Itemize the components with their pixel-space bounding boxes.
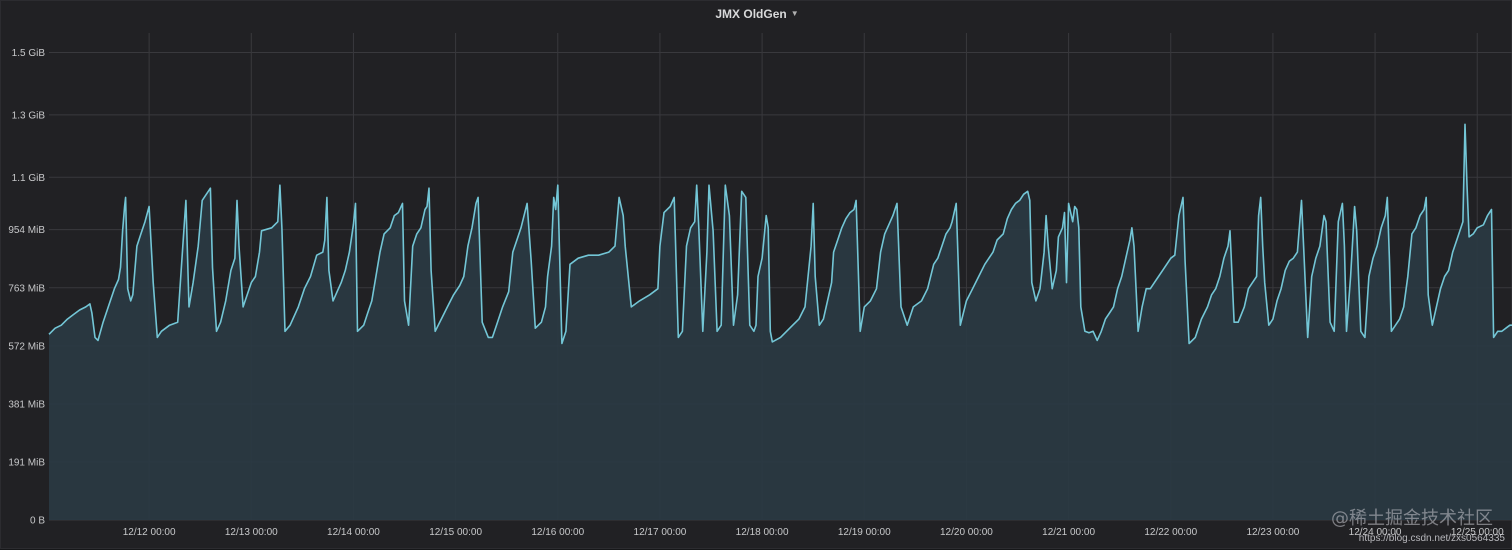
y-tick-label: 572 MiB <box>8 341 45 352</box>
series-line <box>48 123 1512 345</box>
x-tick-label: 12/18 00:00 <box>736 527 789 538</box>
y-tick-label: 191 MiB <box>8 457 45 468</box>
y-tick-label: 0 B <box>30 516 45 527</box>
caret-down-icon[interactable]: ▼ <box>790 9 799 18</box>
series-area-fill <box>49 124 1512 520</box>
x-tick-label: 12/17 00:00 <box>634 527 687 538</box>
y-tick-label: 1.1 GiB <box>12 173 46 184</box>
y-tick-label: 1.3 GiB <box>12 110 46 121</box>
y-axis-labels: 0 B 191 MiB 381 MiB 572 MiB 763 MiB 954 MiB 1.… <box>8 48 45 527</box>
x-tick-label: 12/25 00:00 <box>1451 527 1504 538</box>
x-tick-label: 12/21 00:00 <box>1042 527 1095 538</box>
x-tick-label: 12/14 00:00 <box>327 527 380 538</box>
x-tick-label: 12/24 00:00 <box>1349 527 1402 538</box>
x-tick-label: 12/22 00:00 <box>1144 527 1197 538</box>
panel-header[interactable]: JMX OldGen ▼ <box>1 5 1512 23</box>
x-tick-label: 12/20 00:00 <box>940 527 993 538</box>
y-tick-label: 381 MiB <box>8 400 45 411</box>
x-tick-label: 12/12 00:00 <box>123 527 176 538</box>
x-axis-labels: 12/12 00:00 12/13 00:00 12/14 00:00 12/15 0… <box>123 527 1504 538</box>
y-tick-label: 954 MiB <box>8 225 45 236</box>
x-tick-label: 12/23 00:00 <box>1247 527 1300 538</box>
x-tick-label: 12/15 00:00 <box>429 527 482 538</box>
y-tick-label: 763 MiB <box>8 283 45 294</box>
x-tick-label: 12/13 00:00 <box>225 527 278 538</box>
x-tick-label: 12/16 00:00 <box>531 527 584 538</box>
y-tick-label: 1.5 GiB <box>12 48 46 59</box>
panel-title[interactable]: JMX OldGen <box>715 7 787 21</box>
watermark-url: https://blog.csdn.net/zxs0564335 <box>1358 533 1505 544</box>
watermark: @稀土掘金技术社区 <box>1331 508 1493 529</box>
x-tick-label: 12/19 00:00 <box>838 527 891 538</box>
